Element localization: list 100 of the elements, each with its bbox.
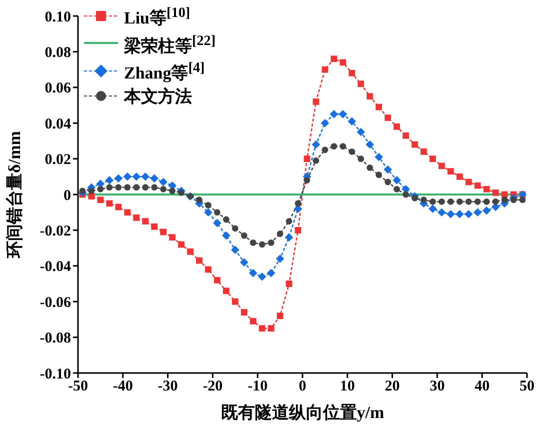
point <box>420 148 427 155</box>
y-tick-label: 0 <box>64 188 71 204</box>
point <box>196 257 202 264</box>
y-axis-title: 环间错台量δ/mm <box>5 131 24 259</box>
point <box>376 104 382 110</box>
point <box>412 194 418 202</box>
point <box>322 146 328 154</box>
point <box>374 152 383 162</box>
point <box>394 186 400 192</box>
point <box>133 214 140 221</box>
point <box>159 178 168 186</box>
point <box>276 312 284 320</box>
y-tick-label: -0.02 <box>40 224 71 240</box>
point <box>312 98 320 105</box>
x-tick-label: 30 <box>430 378 445 395</box>
point <box>455 210 464 218</box>
point <box>240 258 248 266</box>
point <box>402 191 409 198</box>
point <box>519 196 526 204</box>
point <box>294 227 302 234</box>
point <box>178 241 184 248</box>
point <box>204 208 212 217</box>
point <box>240 232 248 239</box>
point <box>213 218 222 228</box>
legend-label: 本文方法 <box>124 86 192 108</box>
point <box>358 80 364 88</box>
point <box>142 218 149 224</box>
point <box>286 218 292 224</box>
point <box>97 186 104 192</box>
point <box>447 168 454 174</box>
legend-label: Zhang等$^{[4]}$ <box>124 59 205 85</box>
point <box>169 188 176 194</box>
point <box>133 184 140 191</box>
point <box>214 209 220 216</box>
point <box>430 156 436 162</box>
point <box>124 209 131 216</box>
point <box>322 66 328 73</box>
point <box>384 114 392 121</box>
y-tick-label: 0.10 <box>44 9 71 26</box>
point <box>320 118 330 128</box>
point <box>214 276 220 284</box>
y-tick-label: -0.06 <box>40 294 72 311</box>
point <box>196 196 202 204</box>
point <box>392 176 401 184</box>
y-tick-label: 0.08 <box>44 45 71 62</box>
point <box>105 176 114 184</box>
point <box>106 200 113 207</box>
point <box>446 210 455 218</box>
point <box>276 254 284 263</box>
point <box>312 157 320 164</box>
legend-label: Liu等$^{[10]}$ <box>124 4 190 30</box>
y-tick-label: 0.04 <box>44 116 72 132</box>
point <box>114 174 123 183</box>
point <box>465 178 472 186</box>
point <box>474 198 481 205</box>
point <box>510 196 517 204</box>
point <box>366 93 374 100</box>
point <box>160 228 167 236</box>
point <box>132 172 141 181</box>
point <box>483 198 490 205</box>
point <box>115 184 122 191</box>
point <box>88 188 95 194</box>
point <box>438 198 445 205</box>
point <box>348 70 356 76</box>
point <box>430 198 436 205</box>
point <box>222 216 230 223</box>
point <box>178 190 184 196</box>
point <box>205 266 212 273</box>
point <box>205 202 212 208</box>
point <box>304 177 310 184</box>
point <box>447 198 454 205</box>
x-tick-label: 20 <box>384 378 400 395</box>
point <box>366 164 374 171</box>
y-tick-label: -0.08 <box>40 330 71 347</box>
point <box>142 184 149 191</box>
point <box>160 186 167 192</box>
point <box>428 204 437 213</box>
point <box>123 172 132 181</box>
point <box>338 110 348 118</box>
point <box>141 172 150 181</box>
x-tick-label: 40 <box>474 378 490 395</box>
point <box>222 231 230 240</box>
point <box>232 225 238 232</box>
point <box>222 288 230 294</box>
point <box>106 184 113 191</box>
point <box>501 196 508 204</box>
y-tick-label: 0.06 <box>44 80 72 97</box>
point <box>151 184 158 191</box>
point <box>258 272 266 281</box>
point <box>394 123 400 130</box>
point <box>366 140 374 149</box>
point <box>438 162 445 170</box>
point <box>402 132 409 139</box>
point <box>384 165 392 174</box>
point <box>492 190 499 196</box>
point <box>266 268 276 278</box>
point <box>268 325 274 332</box>
legend-label: 梁荣柱等$^{[22]}$ <box>124 32 216 58</box>
point <box>456 173 463 180</box>
x-tick-label: -40 <box>112 378 133 395</box>
